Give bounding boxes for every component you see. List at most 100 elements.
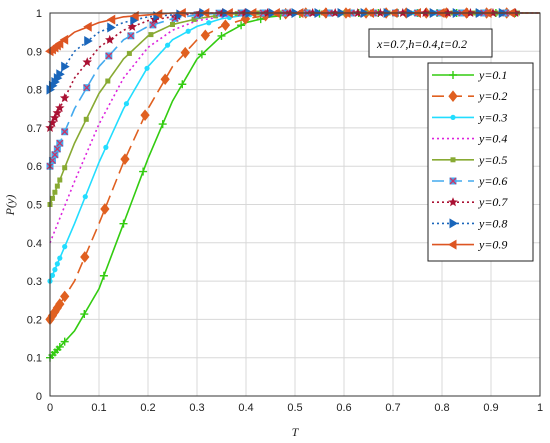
x-tick-label: 0.8: [434, 402, 449, 414]
legend-marker: [448, 239, 457, 250]
x-tick-label: 0.9: [483, 402, 498, 414]
marker-part: [83, 84, 91, 92]
marker-part: [449, 177, 457, 185]
legend-entry: y=0.1: [432, 68, 507, 82]
parameter-box-frame: [368, 28, 493, 58]
legend-marker: [449, 218, 458, 229]
legend-entry: y=0.8: [432, 216, 507, 230]
x-tick-label: 0.3: [189, 402, 204, 414]
series-marker: [47, 117, 58, 127]
series-marker: [165, 42, 171, 48]
series-marker: [130, 15, 139, 26]
series-marker: [139, 167, 148, 176]
series-marker: [200, 29, 210, 42]
series-marker: [220, 19, 231, 31]
marker-part: [149, 21, 157, 29]
y-tick-label: 1: [36, 8, 42, 20]
legend-entry: y=0.7: [432, 195, 508, 209]
series-marker: [49, 272, 56, 278]
y-tick-label: 0.5: [27, 200, 42, 212]
series-marker: [127, 21, 138, 31]
x-tick-label: 0.5: [287, 402, 302, 414]
marker-part: [56, 139, 64, 147]
marker-part: [127, 32, 135, 40]
legend-marker: [450, 157, 456, 163]
series-marker: [127, 32, 135, 40]
parameter-box: x=0.7,h=0.4,t=0.2: [368, 28, 493, 58]
series-marker: [80, 251, 90, 263]
series-marker: [99, 271, 108, 280]
x-tick-label: 0.4: [238, 402, 253, 414]
legend-label: y=0.3: [478, 110, 507, 124]
x-tick-label: 0: [47, 402, 53, 414]
series-marker: [119, 219, 128, 228]
legend-label: y=0.9: [478, 238, 507, 252]
series-marker: [82, 57, 92, 67]
series-marker: [153, 9, 163, 20]
series-marker: [82, 194, 88, 200]
series-marker: [105, 52, 113, 60]
legend-label: y=0.5: [478, 153, 507, 167]
y-tick-label: 0.7: [27, 123, 42, 135]
legend-entry: y=0.9: [432, 238, 507, 252]
series-marker: [106, 14, 116, 25]
series-marker: [60, 290, 70, 303]
series-marker: [49, 195, 55, 201]
series-marker: [61, 61, 70, 72]
y-tick-label: 0.1: [27, 353, 42, 365]
series-marker: [59, 34, 69, 45]
series-marker: [56, 69, 65, 80]
x-tick-label: 1: [537, 402, 543, 414]
series-marker: [55, 102, 65, 113]
legend-label: y=0.1: [478, 68, 507, 82]
series-marker: [62, 244, 68, 250]
y-tick-label: 0.6: [27, 161, 42, 173]
legend-label: y=0.6: [478, 174, 507, 188]
x-tick-label: 0.6: [336, 402, 351, 414]
tick-labels: 0 0.1 0.2 0.3 0.4 0.5 0.6 0.7 0.8 0.9 1 0 0.1 0.2 0.3 0…: [27, 8, 543, 414]
marker-part: [61, 128, 69, 136]
y-tick-label: 0.2: [27, 314, 42, 326]
series-marker: [217, 31, 226, 40]
series-marker: [180, 46, 190, 59]
legend-label: y=0.4: [478, 132, 507, 146]
series-marker: [158, 120, 167, 129]
y-tick-label: 0.4: [27, 238, 42, 250]
series-marker: [55, 298, 65, 310]
series-marker: [51, 151, 59, 159]
x-axis-label: T: [292, 425, 300, 439]
parameter-text: x=0.7,h=0.4,t=0.2: [376, 37, 467, 51]
y-tick-label: 0: [36, 391, 42, 403]
series-marker: [105, 78, 111, 84]
legend-marker: [449, 177, 457, 185]
plot-border: [49, 12, 541, 397]
x-tick-label: 0.2: [140, 402, 155, 414]
legend-label: y=0.8: [478, 216, 507, 230]
series-marker: [62, 165, 68, 171]
legend-marker: [450, 114, 456, 120]
series-marker: [54, 183, 60, 189]
legend-entry: y=0.3: [432, 110, 507, 124]
legend-entry: y=0.6: [432, 174, 507, 188]
series-marker: [237, 21, 246, 30]
series-marker: [107, 22, 116, 33]
y-axis-label: P(y): [3, 195, 17, 217]
legend-entry: y=0.5: [432, 153, 507, 167]
legend-label: y=0.2: [478, 89, 507, 103]
series-marker: [144, 65, 150, 71]
series-marker: [105, 34, 115, 44]
series-marker: [126, 50, 132, 56]
legend-marker: [449, 71, 457, 79]
legend: y=0.1 y=0.2 y=0.3 y=0.4 y=0.5 y=0.6 y=0.7 y=0.8…: [427, 62, 534, 262]
series-marker: [61, 128, 69, 136]
y-tick-label: 0.9: [27, 46, 42, 58]
series-marker: [57, 177, 63, 183]
series-marker: [52, 189, 58, 195]
series-marker: [52, 107, 63, 118]
series-marker: [240, 13, 251, 25]
series-marker: [149, 21, 157, 29]
series-marker: [55, 342, 64, 351]
legend-entry: y=0.4: [432, 132, 507, 146]
legend-marker: [448, 90, 458, 103]
